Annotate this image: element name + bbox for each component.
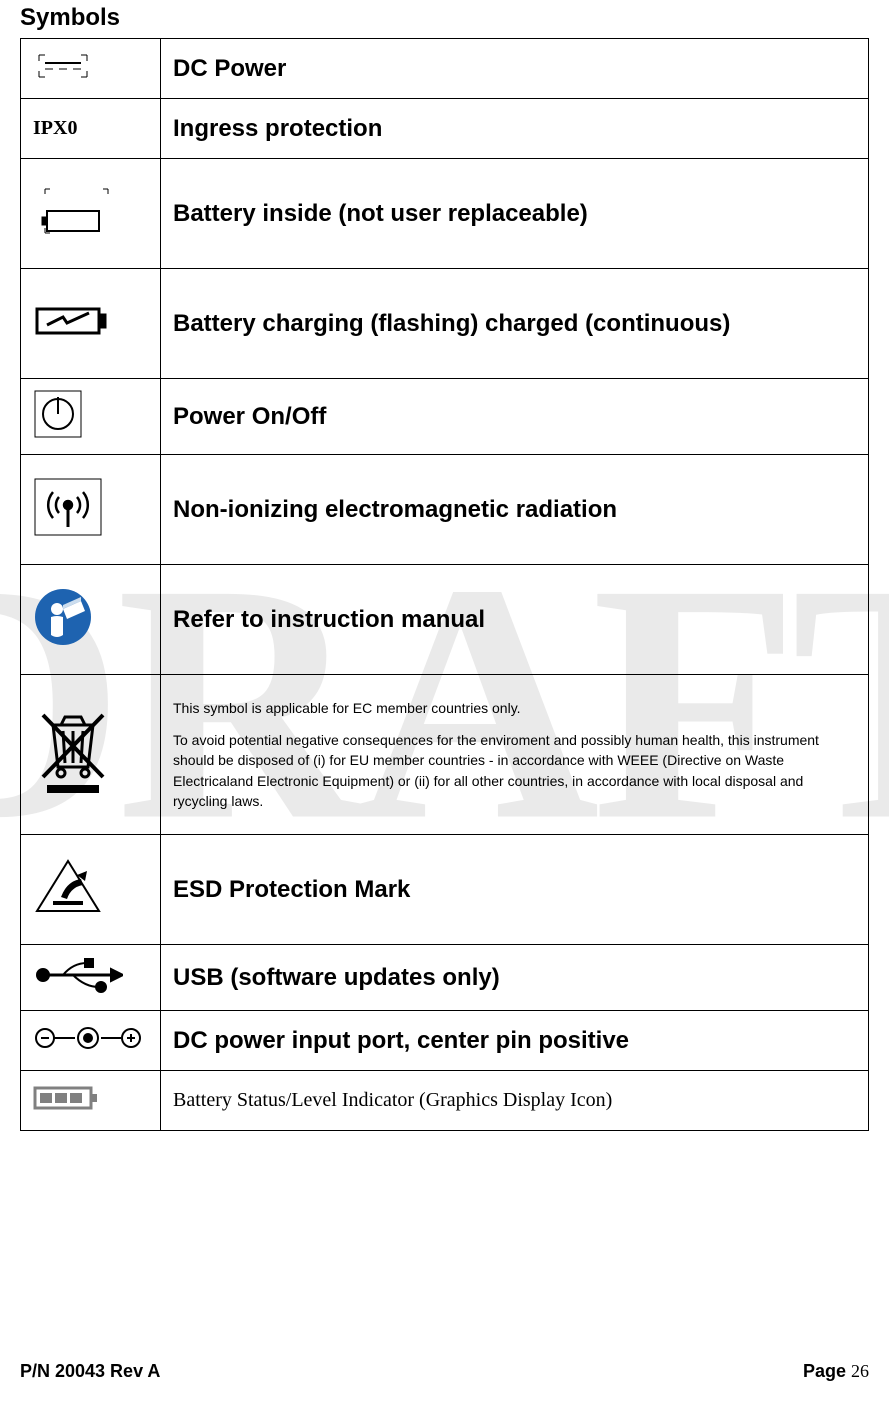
table-row: Power On/Off — [21, 379, 869, 455]
esd-icon — [33, 857, 103, 917]
description-cell: Battery charging (flashing) charged (con… — [161, 269, 869, 379]
symbol-cell — [21, 675, 161, 835]
symbol-cell — [21, 945, 161, 1011]
rf-radiation-icon — [33, 477, 103, 537]
page-footer: P/N 20043 Rev A Page 26 — [20, 1361, 869, 1382]
table-row: DC power input port, center pin positive — [21, 1011, 869, 1071]
description-cell: Battery Status/Level Indicator (Graphics… — [161, 1071, 869, 1131]
description-cell: Refer to instruction manual — [161, 565, 869, 675]
table-row: Non-ionizing electromagnetic radiation — [21, 455, 869, 565]
table-row: Battery charging (flashing) charged (con… — [21, 269, 869, 379]
footer-part-number: P/N 20043 Rev A — [20, 1361, 160, 1382]
description-cell: DC Power — [161, 39, 869, 99]
symbols-table: DC Power IPX0 Ingress protection — [20, 38, 869, 1131]
symbol-cell: IPX0 — [21, 99, 161, 159]
description-cell: DC power input port, center pin positive — [161, 1011, 869, 1071]
table-row: DC Power — [21, 39, 869, 99]
symbol-cell — [21, 1011, 161, 1071]
table-row: IPX0 Ingress protection — [21, 99, 869, 159]
ipx0-text-icon: IPX0 — [33, 117, 77, 139]
table-row: Battery Status/Level Indicator (Graphics… — [21, 1071, 869, 1131]
weee-bin-icon — [33, 707, 113, 797]
description-cell: This symbol is applicable for EC member … — [161, 675, 869, 835]
refer-manual-icon — [33, 587, 93, 647]
battery-charging-icon — [33, 303, 113, 339]
dc-polarity-icon — [33, 1023, 143, 1053]
table-row: This symbol is applicable for EC member … — [21, 675, 869, 835]
power-onoff-icon — [33, 389, 83, 439]
description-cell: ESD Protection Mark — [161, 835, 869, 945]
battery-level-icon — [33, 1084, 103, 1112]
symbol-cell — [21, 835, 161, 945]
section-heading: Symbols — [20, 4, 869, 32]
page-content: Symbols — [20, 4, 869, 1131]
symbol-cell — [21, 565, 161, 675]
symbol-cell — [21, 379, 161, 455]
symbol-cell — [21, 455, 161, 565]
table-row: USB (software updates only) — [21, 945, 869, 1011]
table-row: Refer to instruction manual — [21, 565, 869, 675]
description-cell: Battery inside (not user replaceable) — [161, 159, 869, 269]
usb-icon — [33, 955, 123, 995]
table-row: ESD Protection Mark — [21, 835, 869, 945]
table-row: Battery inside (not user replaceable) — [21, 159, 869, 269]
footer-page-number: 26 — [851, 1361, 869, 1381]
symbol-cell — [21, 269, 161, 379]
weee-text-2: To avoid potential negative consequences… — [173, 730, 856, 811]
symbol-cell — [21, 1071, 161, 1131]
symbol-cell — [21, 159, 161, 269]
footer-page-label: Page — [803, 1361, 851, 1381]
description-cell: Power On/Off — [161, 379, 869, 455]
footer-page: Page 26 — [803, 1361, 869, 1382]
symbol-cell — [21, 39, 161, 99]
battery-inside-icon — [33, 181, 113, 241]
description-cell: Ingress protection — [161, 99, 869, 159]
weee-text-1: This symbol is applicable for EC member … — [173, 698, 856, 718]
dc-power-icon — [33, 51, 93, 81]
description-cell: Non-ionizing electromagnetic radiation — [161, 455, 869, 565]
description-cell: USB (software updates only) — [161, 945, 869, 1011]
